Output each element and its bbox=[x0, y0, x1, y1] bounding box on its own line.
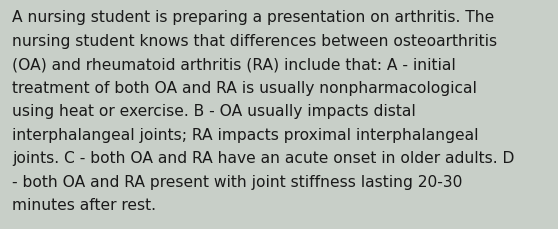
Text: using heat or exercise. B - OA usually impacts distal: using heat or exercise. B - OA usually i… bbox=[12, 104, 416, 119]
Text: interphalangeal joints; RA impacts proximal interphalangeal: interphalangeal joints; RA impacts proxi… bbox=[12, 127, 479, 142]
Text: joints. C - both OA and RA have an acute onset in older adults. D: joints. C - both OA and RA have an acute… bbox=[12, 150, 514, 165]
Text: A nursing student is preparing a presentation on arthritis. The: A nursing student is preparing a present… bbox=[12, 10, 494, 25]
Text: minutes after rest.: minutes after rest. bbox=[12, 197, 156, 212]
Text: - both OA and RA present with joint stiffness lasting 20-30: - both OA and RA present with joint stif… bbox=[12, 174, 463, 189]
Text: nursing student knows that differences between osteoarthritis: nursing student knows that differences b… bbox=[12, 34, 497, 49]
Text: (OA) and rheumatoid arthritis (RA) include that: A - initial: (OA) and rheumatoid arthritis (RA) inclu… bbox=[12, 57, 456, 72]
Text: treatment of both OA and RA is usually nonpharmacological: treatment of both OA and RA is usually n… bbox=[12, 80, 477, 95]
